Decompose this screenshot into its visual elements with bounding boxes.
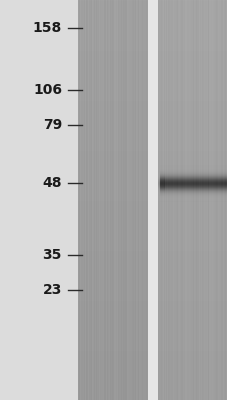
Text: 106: 106: [33, 83, 62, 97]
Text: 35: 35: [42, 248, 62, 262]
Text: 23: 23: [42, 283, 62, 297]
Text: 158: 158: [33, 21, 62, 35]
Text: 79: 79: [42, 118, 62, 132]
Text: 48: 48: [42, 176, 62, 190]
